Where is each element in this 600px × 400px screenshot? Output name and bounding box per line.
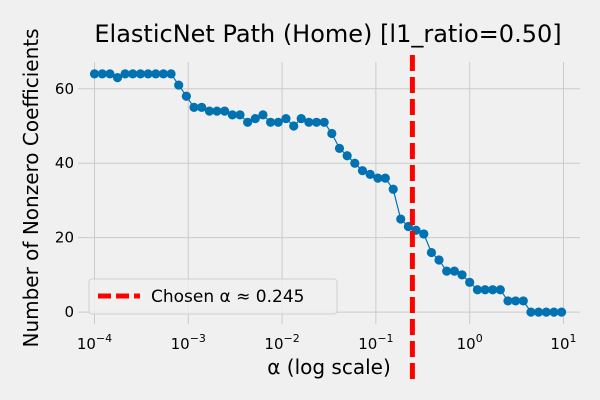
data-point [105,69,115,79]
data-point [158,69,169,79]
data-point [227,110,237,120]
series-line [94,73,562,313]
data-point [365,169,375,179]
data-point [518,296,528,306]
data-point [97,69,107,79]
x-tick-label: 10−2 [264,332,299,353]
data-point [135,69,146,79]
data-point [549,307,559,317]
legend: Chosen α ≈ 0.245 [88,278,338,315]
x-tick-labels: 10−4 10−3 10−2 10−1 100 101 [77,332,577,353]
data-point [120,69,130,79]
data-point [434,255,444,265]
chart-title: ElasticNet Path (Home) [l1_ratio=0.50] [94,20,561,48]
data-point [181,91,191,101]
data-point [426,247,437,258]
data-point [296,113,306,124]
y-tick-label: 20 [55,229,74,247]
data-point [373,173,383,183]
data-point [166,69,176,79]
data-point [388,184,398,194]
x-tick-label: 10−4 [77,332,112,353]
data-point [258,110,268,120]
data-point [526,307,536,317]
data-point [495,285,505,295]
y-tick-label: 40 [55,154,74,172]
legend-box [88,278,338,315]
x-tick-label: 10−1 [358,332,393,353]
data-point [442,266,452,276]
x-axis-label: α (log scale) [267,355,391,379]
data-point [311,117,322,127]
data-point [503,296,513,306]
legend-label: Chosen α ≈ 0.245 [151,287,304,307]
data-point [319,117,329,127]
series-line-layer [94,73,562,313]
data-point [128,69,138,79]
y-tick-label: 0 [64,303,74,321]
x-tick-label: 10−3 [171,332,206,353]
data-point [243,117,253,127]
data-point [488,285,498,295]
data-point [204,106,215,116]
y-tick-label: 60 [55,80,74,98]
data-point [281,113,291,124]
data-point [151,69,161,79]
data-point [449,266,459,276]
data-point [556,307,567,317]
data-point [112,73,123,83]
data-point [197,102,207,113]
data-point [273,117,283,127]
y-tick-labels: 0 20 40 60 [55,80,74,321]
data-point [334,143,345,153]
data-point [174,80,184,90]
data-point [419,229,429,239]
series-points-layer [89,69,567,317]
data-point [89,69,100,79]
data-point [265,117,276,127]
data-point [396,214,406,224]
data-point [327,128,337,139]
data-point [541,307,551,317]
x-tick-label: 101 [550,332,576,353]
data-point [220,106,230,116]
x-tick-label: 100 [457,332,483,353]
data-point [342,151,352,161]
data-point [465,277,475,287]
data-point [235,110,245,120]
data-point [457,270,467,280]
data-point [511,296,521,306]
data-point [350,158,360,168]
y-axis-label: Number of Nonzero Coefficients [19,28,43,347]
data-point [380,173,390,183]
data-point [357,166,368,176]
data-point [472,285,483,295]
data-point [289,121,299,131]
data-point [212,106,222,116]
data-point [304,117,314,127]
data-point [480,285,490,295]
data-point [534,307,544,317]
data-point [143,69,153,79]
data-point [189,102,199,113]
data-point [250,113,260,124]
